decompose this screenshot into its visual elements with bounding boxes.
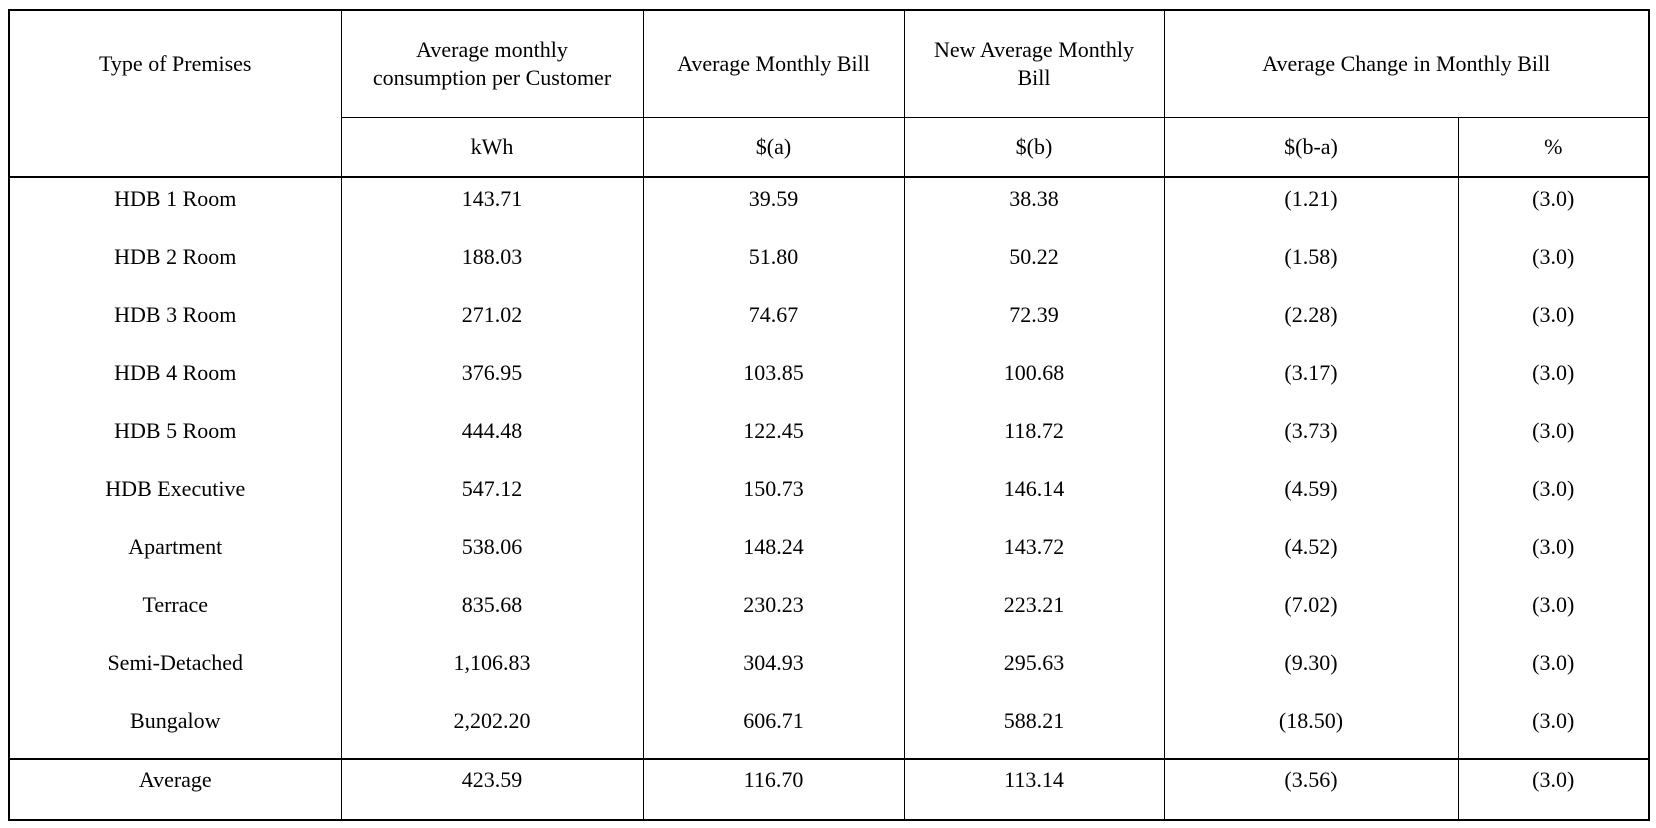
bill-a-cell: 116.70 (642, 758, 905, 820)
bill-a-cell: 122.45 (642, 410, 905, 468)
bill-a-cell: 148.24 (642, 526, 905, 584)
header-new-average-monthly-bill-label: New Average Monthly Bill (934, 37, 1134, 90)
bill-a-cell: 606.71 (642, 700, 905, 759)
header-row-units: kWh $(a) $(b) $(b-a) % (8, 117, 1650, 178)
kwh-cell: 835.68 (340, 584, 644, 642)
premises-cell: Terrace (8, 584, 342, 642)
change-amount-cell: (4.59) (1163, 468, 1459, 526)
change-percent-cell: (3.0) (1457, 758, 1650, 820)
table-row: HDB Executive 547.12 150.73 146.14 (4.59) (3.… (8, 468, 1650, 526)
premises-cell: HDB 1 Room (8, 177, 342, 236)
bill-b-cell: 100.68 (903, 352, 1165, 410)
table-row: Terrace 835.68 230.23 223.21 (7.02) (3.0) (8, 584, 1650, 642)
table-header: Type of Premises Average monthly consump… (8, 10, 1650, 178)
bill-a-cell: 230.23 (642, 584, 905, 642)
table-row: Apartment 538.06 148.24 143.72 (4.52) (3.0) (8, 526, 1650, 584)
kwh-cell: 444.48 (340, 410, 644, 468)
change-percent-cell: (3.0) (1457, 468, 1650, 526)
bill-b-cell: 588.21 (903, 700, 1165, 759)
premises-cell: HDB 4 Room (8, 352, 342, 410)
change-amount-cell: (18.50) (1163, 700, 1459, 759)
kwh-cell: 423.59 (340, 758, 644, 820)
kwh-cell: 271.02 (340, 294, 644, 352)
bill-b-cell: 113.14 (903, 758, 1165, 820)
kwh-cell: 143.71 (340, 177, 644, 236)
header-average-monthly-bill: Average Monthly Bill (642, 10, 905, 118)
change-amount-cell: (7.02) (1163, 584, 1459, 642)
header-row-labels: Type of Premises Average monthly consump… (8, 10, 1650, 118)
bill-b-cell: 50.22 (903, 236, 1165, 294)
table-body: HDB 1 Room 143.71 39.59 38.38 (1.21) (3.0) HDB… (8, 177, 1650, 820)
kwh-cell: 2,202.20 (340, 700, 644, 759)
header-average-change: Average Change in Monthly Bill (1163, 10, 1650, 118)
premises-cell: HDB Executive (8, 468, 342, 526)
bill-a-cell: 103.85 (642, 352, 905, 410)
change-amount-cell: (3.56) (1163, 758, 1459, 820)
table-row: HDB 4 Room 376.95 103.85 100.68 (3.17) (3.0) (8, 352, 1650, 410)
premises-cell: Bungalow (8, 700, 342, 759)
change-amount-cell: (3.17) (1163, 352, 1459, 410)
unit-dollar-b-minus-a: $(b-a) (1163, 117, 1459, 178)
change-percent-cell: (3.0) (1457, 236, 1650, 294)
kwh-cell: 538.06 (340, 526, 644, 584)
bill-a-cell: 39.59 (642, 177, 905, 236)
bill-a-cell: 304.93 (642, 642, 905, 700)
kwh-cell: 188.03 (340, 236, 644, 294)
change-percent-cell: (3.0) (1457, 352, 1650, 410)
header-average-consumption: Average monthly consumption per Customer (340, 10, 644, 118)
monthly-bill-change-table: Type of Premises Average monthly consump… (8, 9, 1650, 821)
bill-a-cell: 74.67 (642, 294, 905, 352)
bill-a-cell: 150.73 (642, 468, 905, 526)
bill-b-cell: 38.38 (903, 177, 1165, 236)
change-amount-cell: (2.28) (1163, 294, 1459, 352)
premises-cell: HDB 2 Room (8, 236, 342, 294)
premises-cell: HDB 3 Room (8, 294, 342, 352)
unit-dollar-a: $(a) (642, 117, 905, 178)
premises-cell: Average (8, 758, 342, 820)
change-amount-cell: (4.52) (1163, 526, 1459, 584)
premises-cell: Apartment (8, 526, 342, 584)
kwh-cell: 547.12 (340, 468, 644, 526)
change-amount-cell: (1.21) (1163, 177, 1459, 236)
unit-dollar-b: $(b) (903, 117, 1165, 178)
bill-b-cell: 72.39 (903, 294, 1165, 352)
change-percent-cell: (3.0) (1457, 410, 1650, 468)
premises-unit-cell-empty (8, 117, 342, 178)
kwh-cell: 376.95 (340, 352, 644, 410)
bill-a-cell: 51.80 (642, 236, 905, 294)
premises-cell: HDB 5 Room (8, 410, 342, 468)
bill-b-cell: 295.63 (903, 642, 1165, 700)
change-amount-cell: (3.73) (1163, 410, 1459, 468)
change-percent-cell: (3.0) (1457, 526, 1650, 584)
table-row: Bungalow 2,202.20 606.71 588.21 (18.50) (3.0) (8, 700, 1650, 759)
table-row: HDB 5 Room 444.48 122.45 118.72 (3.73) (3.0) (8, 410, 1650, 468)
header-type-of-premises: Type of Premises (8, 10, 342, 118)
header-average-consumption-label: Average monthly consumption per Customer (372, 37, 612, 90)
kwh-cell: 1,106.83 (340, 642, 644, 700)
change-percent-cell: (3.0) (1457, 700, 1650, 759)
unit-kwh: kWh (340, 117, 644, 178)
bill-b-cell: 223.21 (903, 584, 1165, 642)
change-percent-cell: (3.0) (1457, 294, 1650, 352)
table-row: Semi-Detached 1,106.83 304.93 295.63 (9.30)(… (8, 642, 1650, 700)
table-row: HDB 1 Room 143.71 39.59 38.38 (1.21) (3.0) (8, 177, 1650, 236)
change-amount-cell: (9.30) (1163, 642, 1459, 700)
average-row: Average 423.59 116.70 113.14 (3.56) (3.0) (8, 758, 1650, 820)
change-percent-cell: (3.0) (1457, 584, 1650, 642)
bill-b-cell: 118.72 (903, 410, 1165, 468)
header-new-average-monthly-bill: New Average Monthly Bill (903, 10, 1165, 118)
change-percent-cell: (3.0) (1457, 642, 1650, 700)
table-row: HDB 3 Room 271.02 74.67 72.39 (2.28) (3.0) (8, 294, 1650, 352)
change-percent-cell: (3.0) (1457, 177, 1650, 236)
bill-b-cell: 143.72 (903, 526, 1165, 584)
table-row: HDB 2 Room 188.03 51.80 50.22 (1.58) (3.0) (8, 236, 1650, 294)
change-amount-cell: (1.58) (1163, 236, 1459, 294)
premises-cell: Semi-Detached (8, 642, 342, 700)
unit-percent: % (1457, 117, 1650, 178)
bill-b-cell: 146.14 (903, 468, 1165, 526)
